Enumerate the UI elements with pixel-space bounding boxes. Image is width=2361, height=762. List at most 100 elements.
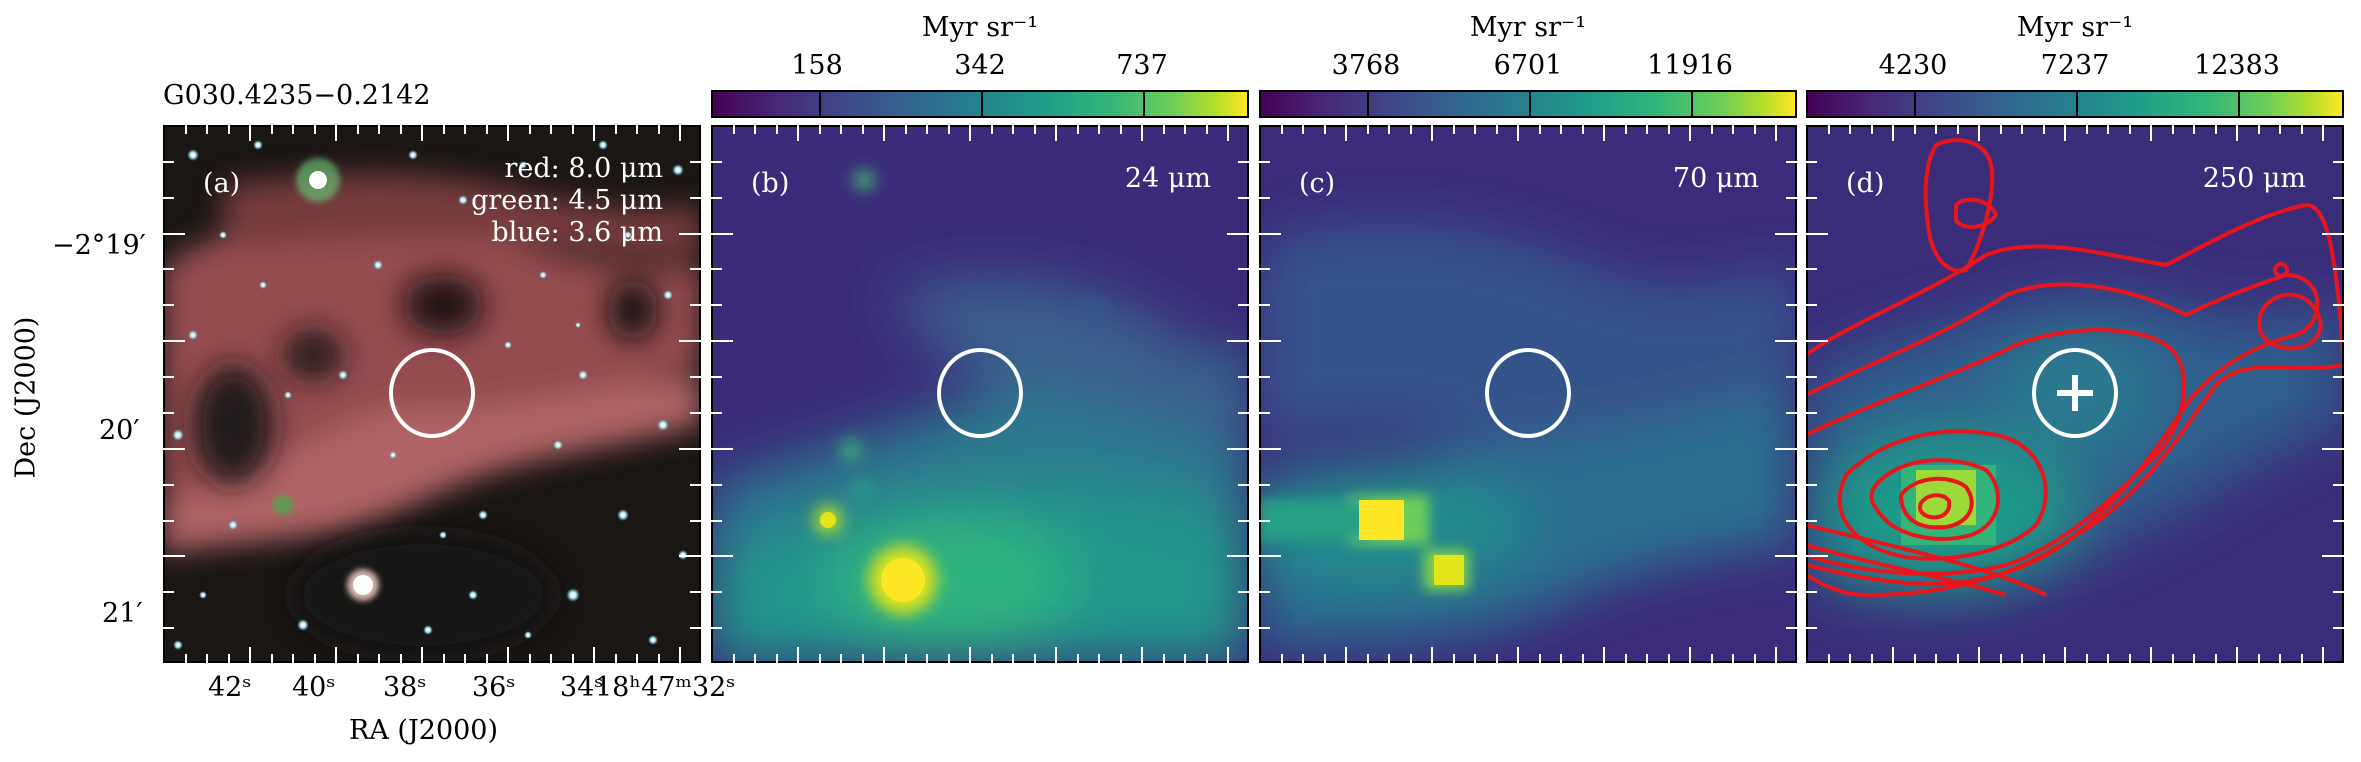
panel-d-band: 250 μm <box>2202 163 2306 194</box>
tick-mark <box>862 654 864 663</box>
tick-mark <box>1238 161 1249 163</box>
tick-mark <box>163 627 174 629</box>
tick-mark <box>1806 268 1817 270</box>
tick-mark <box>2150 647 2152 663</box>
panel-b-tag: (b) <box>751 168 790 199</box>
tick-mark <box>776 654 778 663</box>
ra-tick-label: 42ˢ <box>208 672 252 703</box>
dec-tick-label: 20′ <box>99 415 140 446</box>
tick-mark <box>1849 654 1851 663</box>
tick-mark <box>2333 520 2344 522</box>
colorbar-unit-b: Myr sr⁻¹ <box>921 12 1039 43</box>
tick-mark <box>1259 412 1270 414</box>
panel-a-tag: (a) <box>203 168 241 199</box>
tick-mark <box>776 125 778 134</box>
tick-mark <box>2322 233 2344 235</box>
tick-mark <box>1259 233 1281 235</box>
tick-mark <box>711 412 722 414</box>
tick-mark <box>1238 412 1249 414</box>
tick-mark <box>2333 376 2344 378</box>
tick-mark <box>1806 233 1828 235</box>
tick-mark <box>185 125 187 134</box>
panel-c-70um-image: (c) 70 μm <box>1259 125 1797 663</box>
colorbar-tick-label: 4230 <box>1878 50 1948 81</box>
tick-mark <box>1646 654 1648 663</box>
tick-mark <box>926 654 928 663</box>
tick-mark <box>163 197 174 199</box>
tick-mark <box>1259 448 1281 450</box>
tick-mark <box>679 340 701 342</box>
tick-mark <box>1367 654 1369 663</box>
tick-mark <box>1560 125 1562 134</box>
tick-mark <box>2193 654 2195 663</box>
tick-mark <box>711 627 722 629</box>
tick-mark <box>2064 125 2066 141</box>
tick-mark <box>2322 448 2344 450</box>
tick-mark <box>883 647 885 663</box>
tick-mark <box>1367 125 1369 134</box>
tick-mark <box>883 125 885 141</box>
source-title: G030.4235−0.2142 <box>163 80 431 111</box>
tick-mark <box>2215 125 2217 134</box>
colorbar-tick-label: 6701 <box>1493 50 1563 81</box>
tick-mark <box>1453 654 1455 663</box>
tick-mark <box>163 233 185 235</box>
colorbar-tick-label: 12383 <box>2194 50 2280 81</box>
tick-mark <box>1431 125 1433 141</box>
tick-mark <box>1259 555 1281 557</box>
tick-mark <box>905 125 907 134</box>
tick-mark <box>1786 268 1797 270</box>
tick-mark <box>1775 448 1797 450</box>
tick-mark <box>2236 647 2238 663</box>
tick-mark <box>2333 591 2344 593</box>
tick-mark <box>1806 520 1817 522</box>
ra-tick-label: 36ˢ <box>472 672 516 703</box>
tick-mark <box>711 520 722 522</box>
tick-mark <box>711 591 722 593</box>
tick-mark <box>1259 627 1270 629</box>
tick-mark <box>2301 654 2303 663</box>
panel-a-green-band: green: 4.5 μm <box>471 185 663 216</box>
tick-mark <box>357 654 359 663</box>
tick-mark <box>1786 412 1797 414</box>
tick-mark <box>658 125 660 134</box>
tick-mark <box>1786 591 1797 593</box>
tick-mark <box>1238 484 1249 486</box>
tick-mark <box>228 654 230 663</box>
tick-mark <box>711 268 722 270</box>
tick-mark <box>1388 125 1390 134</box>
tick-mark <box>1625 654 1627 663</box>
tick-mark <box>711 448 733 450</box>
tick-mark <box>1259 161 1270 163</box>
tick-mark <box>2333 304 2344 306</box>
tick-mark <box>2258 654 2260 663</box>
tick-mark <box>206 125 208 134</box>
tick-mark <box>357 125 359 134</box>
tick-mark <box>1474 125 1476 134</box>
panel-a-red-band: red: 8.0 μm <box>504 153 663 184</box>
tick-mark <box>1098 654 1100 663</box>
colorbar-unit-d: Myr sr⁻¹ <box>2016 12 2134 43</box>
tick-mark <box>969 647 971 663</box>
tick-mark <box>292 654 294 663</box>
tick-mark <box>1786 304 1797 306</box>
tick-mark <box>2000 654 2002 663</box>
tick-mark <box>840 654 842 663</box>
tick-mark <box>733 654 735 663</box>
tick-mark <box>1324 125 1326 134</box>
tick-mark <box>1775 233 1797 235</box>
tick-mark <box>1786 520 1797 522</box>
tick-mark <box>2236 125 2238 141</box>
tick-mark <box>1668 125 1670 134</box>
tick-mark <box>1227 233 1249 235</box>
colorbar-d <box>1806 90 2344 118</box>
tick-mark <box>2333 627 2344 629</box>
colorbar-tick-label: 7237 <box>2040 50 2110 81</box>
tick-mark <box>1098 125 1100 134</box>
tick-mark <box>1120 654 1122 663</box>
tick-mark <box>690 412 701 414</box>
panel-b-24um-image: (b) 24 μm <box>711 125 1249 663</box>
tick-mark <box>1012 125 1014 134</box>
tick-mark <box>2322 340 2344 342</box>
tick-mark <box>1786 161 1797 163</box>
